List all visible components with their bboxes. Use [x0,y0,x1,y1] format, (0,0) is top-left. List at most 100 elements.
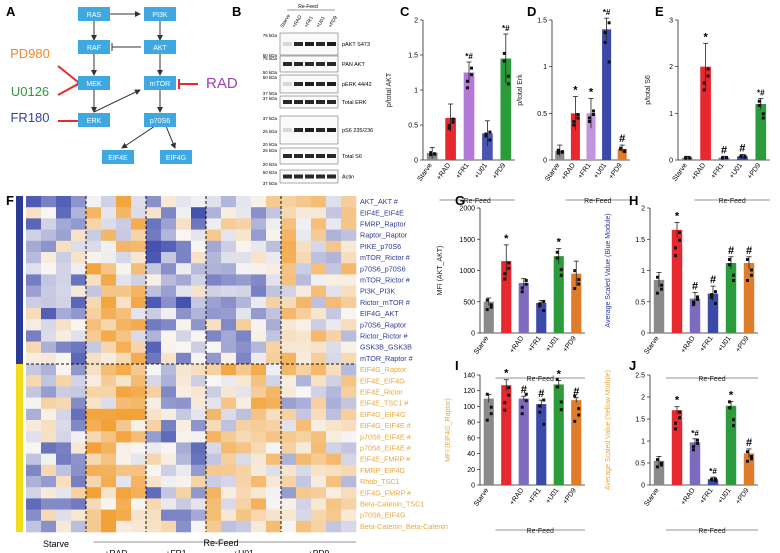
data-point [555,256,559,260]
heatmap-cell [116,420,132,432]
data-point [696,295,699,299]
data-point [692,448,695,452]
heatmap-cell [131,364,147,376]
heatmap-cell [71,431,87,443]
heatmap-cell [146,397,162,410]
heatmap-cell [251,207,267,219]
blot-band-label: Total ERK [342,100,367,106]
y-tick-label: 1 [641,439,645,446]
bar-2 [463,72,475,160]
y-tick-label: 2 [641,395,645,402]
heatmap-row-label: EIF4E_EIF4E [360,208,404,217]
bar-2 [518,283,529,333]
heatmap-cell [41,509,57,522]
blot-band-label: pS6 235/236 [342,128,373,134]
chart-D: 0 0.5 1 1.5 p/total Erk * * *# # Starve +RAD +FR1 +U… [517,8,630,205]
heatmap-cell [131,498,147,510]
bar-5 [743,263,755,333]
data-point [710,296,713,300]
heatmap-cell [266,464,282,477]
data-point [623,150,627,154]
heatmap-cell [26,274,42,286]
bar-1 [501,385,512,485]
heatmap-cell [101,263,117,275]
data-point [678,410,681,414]
heatmap-cell [131,464,147,477]
heatmap-cell [101,240,117,253]
heatmap-cell [176,498,192,510]
heatmap-cell [281,431,297,443]
heatmap-cell [71,308,87,320]
data-point [739,155,743,159]
heatmap-cell [206,487,222,499]
heatmap-cell [236,341,252,354]
blot-band [294,174,303,179]
category-label: +U01 [717,487,733,505]
heatmap-cell [191,341,207,354]
heatmap-cell [131,330,147,342]
heatmap-cell [101,330,117,342]
heatmap-cell [71,341,87,354]
heatmap-cell [41,431,57,443]
refeed-label: Re-Feed [584,198,611,205]
bar-1 [501,261,512,333]
category-label: +FR1 [527,487,543,505]
heatmap-cell [341,431,357,443]
heatmap-cell [206,308,222,320]
y-tick-label: 1 [414,88,418,95]
heatmap-cell [311,498,327,510]
data-point [538,410,542,414]
heatmap-cell [326,285,342,298]
data-point [542,398,546,402]
data-point [592,109,595,113]
heatmap-cell [86,218,102,230]
heatmap-cell [206,520,222,533]
data-point [757,103,761,107]
data-point [607,60,611,64]
heatmap-cell [296,308,312,320]
heatmap-cell [101,341,117,354]
heatmap-cell [206,420,222,432]
heatmap-cell [311,464,327,477]
heatmap-cell [116,397,132,410]
heatmap-cell [86,487,102,499]
category-label: +RAD [560,162,577,181]
heatmap-cell [266,252,282,264]
y-tick-label: 0 [471,331,475,338]
blot-band [283,62,292,66]
heatmap-cell [86,252,102,264]
heatmap-cell [191,330,207,342]
heatmap-cell [41,487,57,499]
heatmap-cell [101,442,117,454]
data-point [488,138,492,142]
category-label: +U01 [474,162,490,180]
category-label: +FR1 [699,335,715,353]
heatmap-cell [296,509,312,522]
heatmap-cell [101,420,117,432]
bar-3 [482,133,493,160]
heatmap-cell [176,420,192,432]
data-point [466,79,469,83]
heatmap-cell [101,431,117,443]
heatmap-cell [236,285,252,298]
heatmap-cell [206,464,222,477]
heatmap-cell [296,240,312,253]
significance-mark: *# [691,429,699,438]
chart-I: 0 20 40 60 80 100 120 140 MFI (EIF4G_Raptor) * # # *… [445,368,585,535]
heatmap-cell [161,420,177,432]
heatmap-cell [26,397,42,410]
heatmap-cell [341,285,357,298]
blot-band [294,128,303,132]
heatmap-cell [86,386,102,398]
pathway-node-label: EIF4G [166,155,186,162]
heatmap-cell [221,442,237,454]
heatmap-cell [26,196,42,208]
y-tick-label: 2 [414,18,418,25]
y-tick-label: 0 [471,483,475,490]
heatmap-cell [236,498,252,510]
heatmap-cell [191,364,207,376]
heatmap-cell [311,509,327,522]
heatmap-cell [101,252,117,264]
data-point [507,266,511,270]
heatmap-cell [221,218,237,230]
